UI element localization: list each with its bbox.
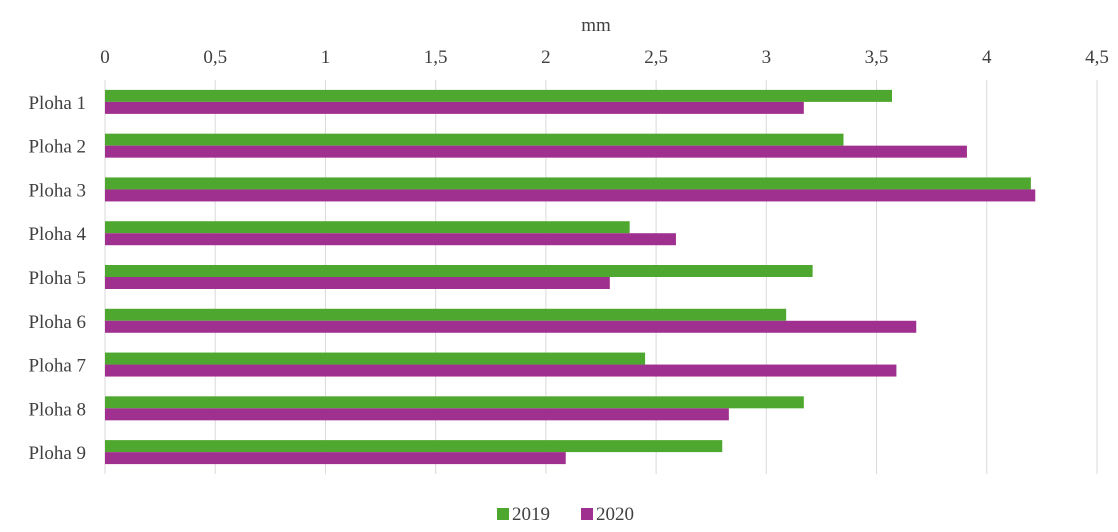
category-label: Ploha 5 (28, 268, 86, 289)
x-tick-label: 1,5 (424, 47, 448, 68)
x-tick-label: 0,5 (203, 47, 227, 68)
bar-2020-ploha-2 (105, 145, 967, 158)
legend: 2019 2020 (497, 504, 634, 525)
bar-2019-ploha-9 (105, 440, 723, 453)
bar-2019-ploha-4 (105, 221, 630, 234)
bar-2019-ploha-5 (105, 265, 813, 277)
bar-2020-ploha-8 (105, 408, 729, 421)
bar-2019-ploha-2 (105, 133, 844, 146)
bar-2019-ploha-1 (105, 89, 892, 102)
bar-2020-ploha-5 (105, 277, 610, 289)
legend-label-2019: 2019 (512, 504, 550, 525)
bar-2020-ploha-4 (105, 233, 676, 246)
x-tick-label: 4 (982, 47, 992, 68)
x-tick-label: 2,5 (644, 47, 668, 68)
legend-swatch-2019 (497, 508, 509, 520)
x-axis-tick-labels: 0 0,5 1 1,5 2 2,5 3 3,5 4 4,5 (100, 47, 1109, 68)
bar-2019-ploha-3 (105, 177, 1031, 190)
x-tick-label: 1 (321, 47, 331, 68)
bar-2019-ploha-6 (105, 308, 787, 321)
category-label: Ploha 4 (28, 224, 86, 245)
category-label: Ploha 7 (28, 356, 86, 377)
x-tick-label: 4,5 (1085, 47, 1109, 68)
bar-2020-ploha-1 (105, 101, 804, 114)
category-label: Ploha 2 (28, 137, 86, 158)
x-axis-title: mm (581, 15, 611, 36)
bar-2020-ploha-3 (105, 189, 1036, 202)
legend-swatch-2020 (581, 508, 593, 520)
category-label: Ploha 3 (28, 180, 86, 201)
category-label: Ploha 9 (28, 443, 86, 464)
category-labels: Ploha 1 Ploha 2 Ploha 3 Ploha 4 Ploha 5 Ploha… (28, 93, 86, 464)
x-tick-label: 3,5 (865, 47, 889, 68)
bar-2020-ploha-6 (105, 320, 917, 333)
bar-2019-ploha-7 (105, 352, 646, 365)
bar-2020-ploha-7 (105, 364, 897, 377)
bar-2020-ploha-9 (105, 452, 566, 465)
x-tick-label: 3 (762, 47, 772, 68)
x-tick-label: 2 (541, 47, 551, 68)
category-label: Ploha 6 (28, 312, 86, 333)
category-label: Ploha 8 (28, 399, 86, 420)
x-tick-label: 0 (100, 47, 110, 68)
bar-2019-ploha-8 (105, 396, 804, 409)
category-label: Ploha 1 (28, 93, 86, 114)
bars (105, 89, 1036, 465)
legend-label-2020: 2020 (596, 504, 634, 525)
